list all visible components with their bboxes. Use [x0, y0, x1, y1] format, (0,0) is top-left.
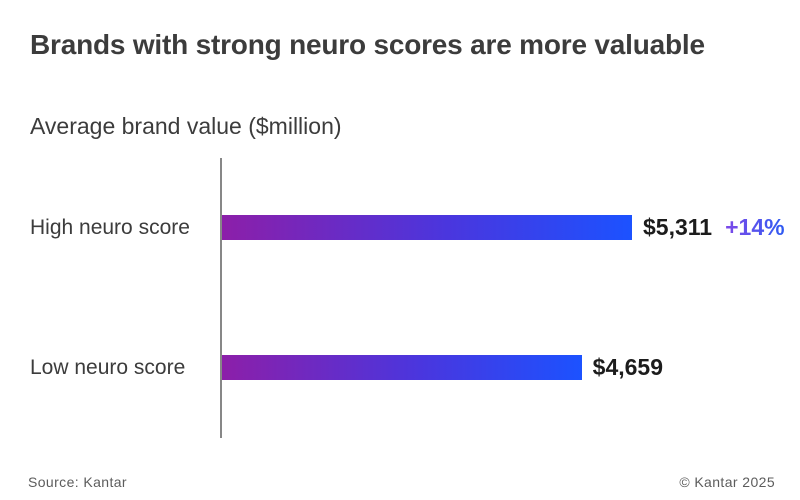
copyright-note: © Kantar 2025 — [679, 474, 775, 490]
delta-label-high-neuro: +14% — [725, 214, 785, 240]
source-note: Source: Kantar — [28, 474, 127, 490]
category-label-low-neuro: Low neuro score — [30, 356, 186, 379]
category-label-high-neuro: High neuro score — [30, 216, 190, 239]
bar-area-high-neuro: $5,311 +14% — [222, 214, 785, 240]
bar-high-neuro — [222, 215, 632, 240]
bar-row-high-neuro: High neuro score $5,311 +14% — [0, 214, 800, 240]
bar-row-low-neuro: Low neuro score $4,659 — [0, 354, 800, 380]
bar-low-neuro — [222, 355, 582, 380]
chart-title: Brands with strong neuro scores are more… — [30, 29, 705, 60]
value-label-high-neuro: $5,311 — [643, 214, 713, 240]
value-label-low-neuro: $4,659 — [592, 354, 664, 380]
chart-subtitle: Average brand value ($million) — [30, 113, 342, 139]
bar-area-low-neuro: $4,659 — [222, 354, 663, 380]
y-axis-line — [220, 158, 222, 438]
